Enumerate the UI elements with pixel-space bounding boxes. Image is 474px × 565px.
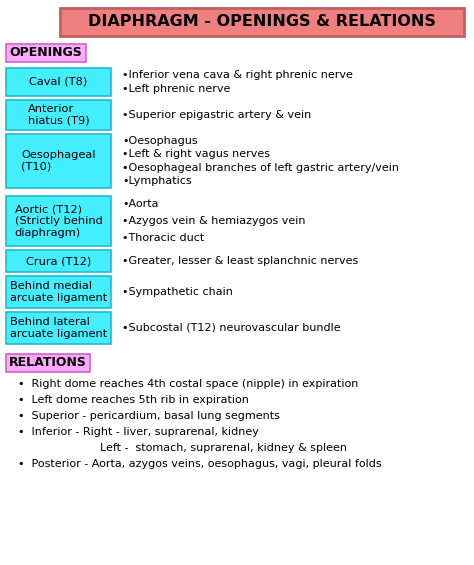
Text: •  Right dome reaches 4th costal space (nipple) in expiration: • Right dome reaches 4th costal space (n…: [18, 379, 358, 389]
Bar: [6, 100, 111, 130]
Bar: [6, 250, 111, 272]
Bar: [6, 196, 111, 246]
Bar: [6, 312, 111, 344]
Text: OPENINGS: OPENINGS: [9, 46, 82, 59]
Text: •Lymphatics: •Lymphatics: [122, 176, 191, 186]
Text: Behind lateral
arcuate ligament: Behind lateral arcuate ligament: [10, 317, 107, 339]
Text: •Left phrenic nerve: •Left phrenic nerve: [122, 84, 230, 94]
Text: •Azygos vein & hemiazygos vein: •Azygos vein & hemiazygos vein: [122, 216, 306, 226]
Text: Caval (T8): Caval (T8): [29, 77, 88, 87]
Text: •  Superior - pericardium, basal lung segments: • Superior - pericardium, basal lung seg…: [18, 411, 280, 421]
Text: •Sympathetic chain: •Sympathetic chain: [122, 287, 233, 297]
Text: •Oesophageal branches of left gastric artery/vein: •Oesophageal branches of left gastric ar…: [122, 163, 399, 173]
Text: •  Inferior - Right - liver, suprarenal, kidney: • Inferior - Right - liver, suprarenal, …: [18, 427, 259, 437]
Text: •Greater, lesser & least splanchnic nerves: •Greater, lesser & least splanchnic nerv…: [122, 256, 358, 266]
Bar: [6, 354, 90, 372]
Bar: [60, 8, 464, 36]
Text: •Subcostal (T12) neurovascular bundle: •Subcostal (T12) neurovascular bundle: [122, 323, 341, 333]
Bar: [6, 276, 111, 308]
Text: Oesophageal
(T10): Oesophageal (T10): [21, 150, 96, 172]
Text: •  Left dome reaches 5th rib in expiration: • Left dome reaches 5th rib in expiratio…: [18, 395, 249, 405]
Text: •Oesophagus: •Oesophagus: [122, 136, 198, 146]
Text: •Left & right vagus nerves: •Left & right vagus nerves: [122, 149, 270, 159]
Text: Anterior
hiatus (T9): Anterior hiatus (T9): [27, 104, 89, 126]
Bar: [6, 44, 86, 62]
Bar: [6, 134, 111, 188]
Text: Left -  stomach, suprarenal, kidney & spleen: Left - stomach, suprarenal, kidney & spl…: [100, 443, 347, 453]
Text: •Thoracic duct: •Thoracic duct: [122, 233, 204, 242]
Text: Aortic (T12)
(Strictly behind
diaphragm): Aortic (T12) (Strictly behind diaphragm): [15, 205, 102, 238]
Text: •Inferior vena cava & right phrenic nerve: •Inferior vena cava & right phrenic nerv…: [122, 70, 353, 80]
Text: •Aorta: •Aorta: [122, 199, 158, 210]
Bar: [6, 68, 111, 96]
Text: RELATIONS: RELATIONS: [9, 357, 87, 370]
Text: Behind medial
arcuate ligament: Behind medial arcuate ligament: [10, 281, 107, 303]
Text: •Superior epigastric artery & vein: •Superior epigastric artery & vein: [122, 110, 311, 120]
Text: Crura (T12): Crura (T12): [26, 256, 91, 266]
Text: DIAPHRAGM - OPENINGS & RELATIONS: DIAPHRAGM - OPENINGS & RELATIONS: [88, 15, 436, 29]
Text: •  Posterior - Aorta, azygos veins, oesophagus, vagi, pleural folds: • Posterior - Aorta, azygos veins, oesop…: [18, 459, 382, 469]
